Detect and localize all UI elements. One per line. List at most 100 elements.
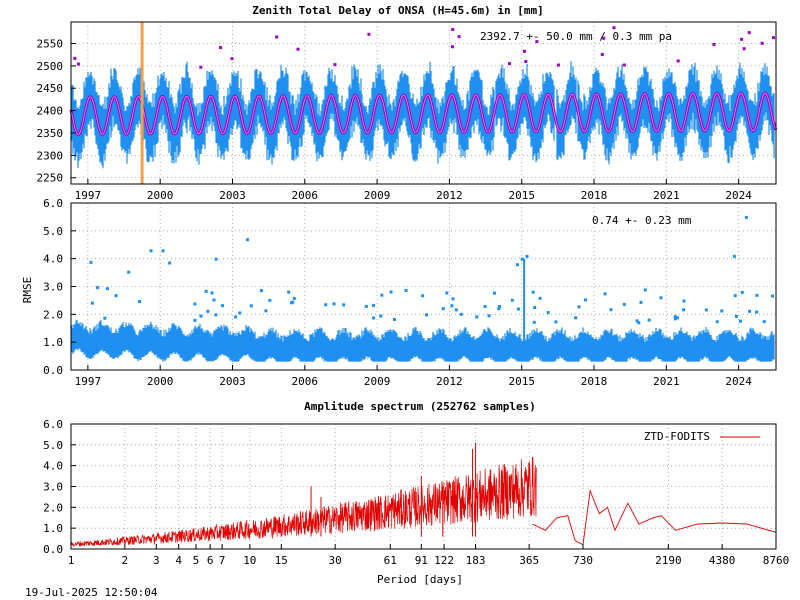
rmse-point xyxy=(762,320,766,324)
rmse-point xyxy=(451,297,455,301)
rmse-point xyxy=(622,302,626,306)
ztd-outlier-point xyxy=(556,63,560,67)
rmse-point xyxy=(720,309,724,313)
rmse-point xyxy=(425,313,429,317)
spectrum-xlabel: Period [days] xyxy=(377,573,463,586)
rmse-point xyxy=(510,298,514,302)
rmse-ytick-label: 0.0 xyxy=(43,364,63,377)
rmse-point xyxy=(332,302,336,306)
ztd-xtick-label: 2003 xyxy=(219,189,246,202)
rmse-point xyxy=(199,314,203,318)
ztd-outlier-point xyxy=(275,35,279,39)
rmse-point xyxy=(637,321,641,325)
ztd-outlier-point xyxy=(451,27,455,31)
rmse-point xyxy=(487,314,491,318)
rmse-point xyxy=(127,270,131,274)
spectrum-xtick-label: 61 xyxy=(384,554,397,567)
rmse-point xyxy=(364,304,368,308)
rmse-point xyxy=(675,316,679,320)
rmse-point xyxy=(89,260,93,264)
rmse-point xyxy=(212,298,216,302)
ztd-outlier-point xyxy=(73,56,77,60)
ztd-outlier-point xyxy=(524,60,528,64)
ztd-outlier-point xyxy=(535,40,539,44)
ztd-xtick-label: 2024 xyxy=(725,189,752,202)
rmse-point xyxy=(493,291,497,295)
rmse-point xyxy=(404,289,408,293)
rmse-outlier-point xyxy=(149,249,153,253)
rmse-point xyxy=(454,308,458,312)
ztd-outlier-point xyxy=(600,52,604,56)
ztd-panel: Zenith Total Delay of ONSA (H=45.6m) in … xyxy=(37,4,778,202)
rmse-xtick-label: 2015 xyxy=(508,375,535,388)
rmse-point xyxy=(574,316,578,320)
rmse-ytick-label: 4.0 xyxy=(43,253,63,266)
rmse-point xyxy=(704,308,708,312)
rmse-point xyxy=(554,320,558,324)
rmse-point xyxy=(647,318,651,322)
ztd-ytick-label: 2300 xyxy=(37,149,64,162)
rmse-observations xyxy=(71,320,775,362)
rmse-point xyxy=(103,316,107,320)
rmse-point xyxy=(105,287,109,291)
rmse-point xyxy=(114,294,118,298)
rmse-outlier-point xyxy=(515,263,519,267)
ztd-outlier-point xyxy=(602,36,606,40)
rmse-point xyxy=(372,316,376,320)
ztd-outlier-point xyxy=(622,63,626,67)
rmse-point xyxy=(214,313,218,317)
rmse-point xyxy=(264,309,268,313)
rmse-point xyxy=(682,299,686,303)
rmse-point xyxy=(342,303,346,307)
ztd-xtick-label: 2015 xyxy=(508,189,535,202)
rmse-point xyxy=(659,296,663,300)
spectrum-xtick-label: 4 xyxy=(175,554,182,567)
rmse-outlier-point xyxy=(525,254,529,258)
spectrum-long-period-line xyxy=(532,488,777,546)
rmse-point xyxy=(324,303,328,307)
legend-label: ZTD-FODITS xyxy=(644,430,710,443)
rmse-point xyxy=(715,320,719,324)
spectrum-xtick-label: 6 xyxy=(207,554,214,567)
rmse-outlier-point xyxy=(744,215,748,219)
ztd-xtick-label: 2021 xyxy=(653,189,680,202)
rmse-point xyxy=(371,303,375,307)
rmse-point xyxy=(389,290,393,294)
spectrum-xtick-label: 8760 xyxy=(763,554,790,567)
rmse-point xyxy=(483,304,487,308)
ztd-xtick-label: 2009 xyxy=(364,189,391,202)
spectrum-xtick-label: 5 xyxy=(193,554,200,567)
rmse-point xyxy=(682,308,686,312)
ztd-outlier-point xyxy=(676,59,680,63)
ztd-ytick-label: 2350 xyxy=(37,127,64,140)
rmse-xtick-label: 2000 xyxy=(147,375,174,388)
ztd-outlier-point xyxy=(522,49,526,53)
rmse-xtick-label: 2006 xyxy=(292,375,319,388)
ztd-outlier-point xyxy=(712,42,716,46)
rmse-xtick-label: 2024 xyxy=(725,375,752,388)
rmse-outlier-point xyxy=(214,257,218,261)
rmse-point xyxy=(210,291,214,295)
rmse-point xyxy=(441,307,445,311)
spectrum-line xyxy=(70,456,537,548)
rmse-point xyxy=(643,288,647,292)
rmse-point xyxy=(137,300,141,304)
rmse-xtick-label: 2003 xyxy=(219,375,246,388)
ztd-outlier-point xyxy=(740,37,744,41)
spectrum-ytick-label: 5.0 xyxy=(43,439,63,452)
rmse-point xyxy=(734,314,738,318)
rmse-point xyxy=(292,296,296,300)
rmse-point xyxy=(168,261,172,265)
rmse-point xyxy=(755,310,759,314)
rmse-ytick-label: 3.0 xyxy=(43,281,63,294)
ztd-outlier-point xyxy=(333,63,337,67)
ztd-outlier-point xyxy=(230,57,234,61)
spectrum-xtick-label: 2 xyxy=(122,554,129,567)
rmse-point xyxy=(771,294,775,298)
ztd-outlier-point xyxy=(507,62,511,66)
ztd-ytick-label: 2450 xyxy=(37,82,64,95)
spectrum-xtick-label: 365 xyxy=(519,554,539,567)
ztd-xtick-label: 2000 xyxy=(147,189,174,202)
rmse-point xyxy=(204,289,208,293)
rmse-point xyxy=(603,292,607,296)
